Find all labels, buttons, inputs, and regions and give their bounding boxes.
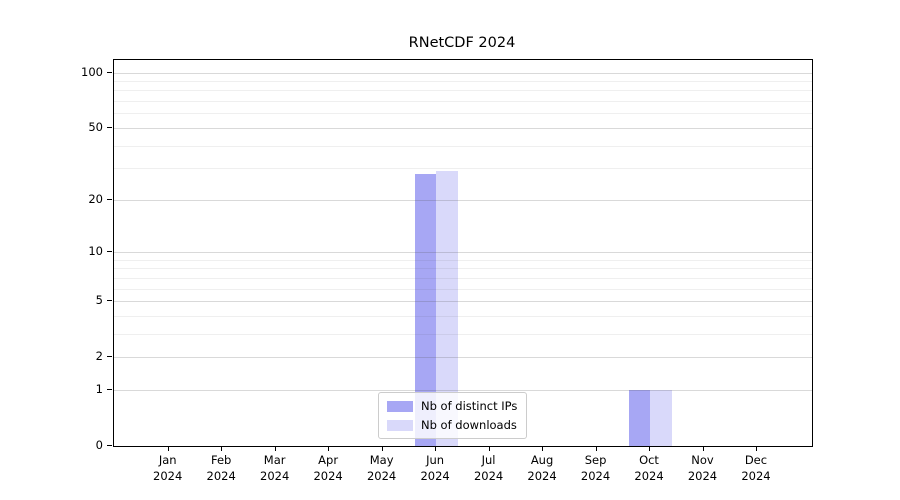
x-tick-label: Feb 2024 xyxy=(206,453,236,483)
major-gridline xyxy=(114,301,812,303)
x-tick-label: Apr 2024 xyxy=(313,453,343,483)
legend-label-downloads: Nb of downloads xyxy=(421,418,517,432)
x-tick-label: Nov 2024 xyxy=(687,453,718,483)
legend-swatch-downloads xyxy=(387,419,413,431)
y-tick-label: 10 xyxy=(88,244,103,258)
bar-jun-s0 xyxy=(414,173,437,446)
y-tick-mark xyxy=(107,356,112,358)
minor-gridline xyxy=(114,168,812,170)
y-tick-mark xyxy=(107,251,112,252)
legend: Nb of distinct IPs Nb of downloads xyxy=(378,392,528,439)
y-tick-label: 0 xyxy=(95,438,103,452)
major-gridline xyxy=(114,199,812,201)
minor-gridline xyxy=(114,81,812,83)
x-tick-mark xyxy=(649,446,651,451)
x-tick-label: Dec 2024 xyxy=(741,453,771,483)
minor-gridline xyxy=(114,90,812,92)
x-tick-label: Aug 2024 xyxy=(527,453,557,483)
minor-gridline xyxy=(114,145,812,147)
x-tick-mark xyxy=(542,446,544,451)
y-tick-mark xyxy=(107,198,112,200)
legend-label-distinct-ips: Nb of distinct IPs xyxy=(421,399,518,413)
y-tick-mark xyxy=(107,126,112,128)
x-tick-mark xyxy=(595,446,597,451)
x-tick-mark xyxy=(381,446,383,451)
minor-gridline xyxy=(114,113,812,115)
x-tick-mark xyxy=(221,446,223,451)
y-tick-mark xyxy=(107,445,112,446)
minor-gridline xyxy=(114,277,812,279)
major-gridline xyxy=(114,252,812,253)
x-tick-mark xyxy=(702,446,704,451)
minor-gridline xyxy=(114,259,812,261)
minor-gridline xyxy=(114,333,812,335)
y-tick-mark xyxy=(107,388,112,390)
legend-swatch-distinct-ips xyxy=(387,400,413,412)
major-gridline xyxy=(114,389,812,391)
bar-jun-s1 xyxy=(436,170,458,446)
minor-gridline xyxy=(114,101,812,103)
legend-item-downloads: Nb of downloads xyxy=(387,418,517,432)
legend-item-distinct-ips: Nb of distinct IPs xyxy=(387,399,517,413)
y-tick-label: 1 xyxy=(95,381,103,396)
x-tick-label: Jul 2024 xyxy=(473,453,504,483)
minor-gridline xyxy=(114,315,812,317)
major-gridline xyxy=(114,72,812,74)
y-tick-label: 50 xyxy=(88,119,103,134)
major-gridline xyxy=(114,127,812,129)
bar-oct-s1 xyxy=(650,389,672,446)
x-tick-label: Oct 2024 xyxy=(634,453,664,483)
plot-area xyxy=(113,59,813,447)
y-tick-mark xyxy=(107,300,112,302)
chart-title: RNetCDF 2024 xyxy=(408,35,516,51)
y-tick-mark xyxy=(107,71,112,73)
y-tick-label: 2 xyxy=(95,349,103,364)
bar-oct-s0 xyxy=(628,389,651,446)
x-tick-mark xyxy=(167,446,169,451)
x-tick-mark xyxy=(435,446,437,451)
x-tick-label: Mar 2024 xyxy=(260,453,290,483)
y-tick-label: 20 xyxy=(88,191,103,206)
x-tick-mark xyxy=(755,446,757,451)
y-tick-label: 100 xyxy=(81,64,103,79)
x-tick-label: Sep 2024 xyxy=(580,453,611,483)
x-tick-mark xyxy=(274,446,276,451)
x-tick-label: Jan 2024 xyxy=(153,453,183,483)
x-tick-mark xyxy=(328,446,330,451)
minor-gridline xyxy=(114,268,812,270)
x-tick-mark xyxy=(488,446,490,451)
major-gridline xyxy=(114,357,812,359)
y-tick-label: 5 xyxy=(95,293,103,308)
x-tick-label: Jun 2024 xyxy=(420,453,450,483)
minor-gridline xyxy=(114,288,812,290)
x-tick-label: May 2024 xyxy=(366,453,397,483)
